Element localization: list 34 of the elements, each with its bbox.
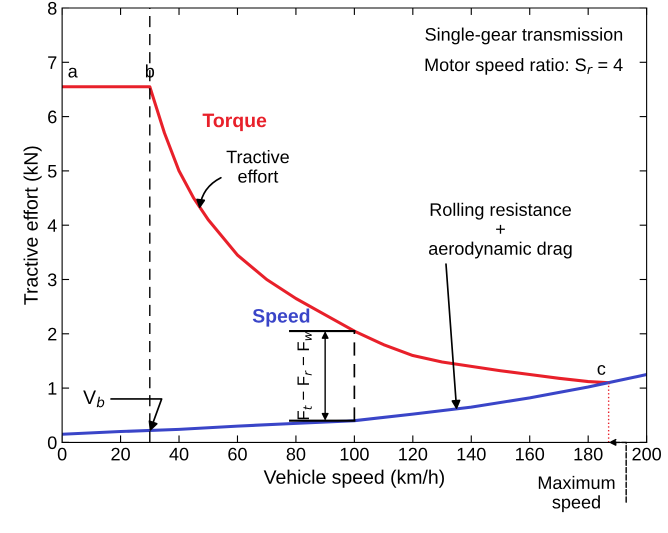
y-tick-label: 6 — [48, 110, 56, 124]
annotation: V$_{b}$ — [83, 390, 104, 408]
text: Maximum speed — [538, 476, 614, 512]
y-tick-label: 5 — [48, 165, 57, 178]
annotation: F$_{t}$ − F$_{r}$ − F$_{w}$ — [298, 332, 312, 420]
text: Speed — [252, 308, 310, 327]
y-tick-label: 4 — [48, 219, 57, 232]
annotation: Rolling resistance + aerodynamic drag — [429, 202, 572, 258]
y-tick-label: 0 — [48, 436, 57, 450]
y-tick-label: 7 — [48, 56, 56, 69]
y-tick-label: 2 — [48, 328, 56, 340]
x-tick-label: 200 — [632, 448, 661, 461]
x-tick-label: 160 — [516, 448, 544, 461]
x-axis-title: Vehicle speed (km/h) — [264, 470, 444, 488]
annotation: Single-gear transmission — [425, 28, 622, 44]
x-tick-label: 20 — [111, 448, 130, 461]
annotation: a — [68, 68, 78, 78]
y-tick-label: 8 — [48, 2, 56, 15]
x-tick-label: 120 — [399, 448, 428, 461]
x-tick-label: 140 — [458, 448, 486, 461]
series-label: Torque — [202, 114, 266, 132]
annotation: b — [146, 64, 154, 78]
annotation: c — [598, 365, 606, 375]
x-tick-label: 100 — [340, 448, 369, 461]
x-tick-label: 60 — [228, 448, 247, 461]
annotation: Motor speed ratio: S$_{r}$ = 4 — [426, 58, 623, 75]
x-tick-label: 80 — [286, 448, 306, 461]
x-tick-label: 0 — [58, 448, 66, 461]
x-tick-label: 180 — [574, 448, 603, 461]
y-tick-label: 3 — [48, 273, 56, 286]
y-axis-title: Tractive effort (kN) — [24, 146, 42, 305]
annotation: Tractive effort — [226, 150, 289, 183]
x-tick-label: 40 — [169, 448, 188, 461]
y-tick-label: 1 — [48, 382, 56, 395]
